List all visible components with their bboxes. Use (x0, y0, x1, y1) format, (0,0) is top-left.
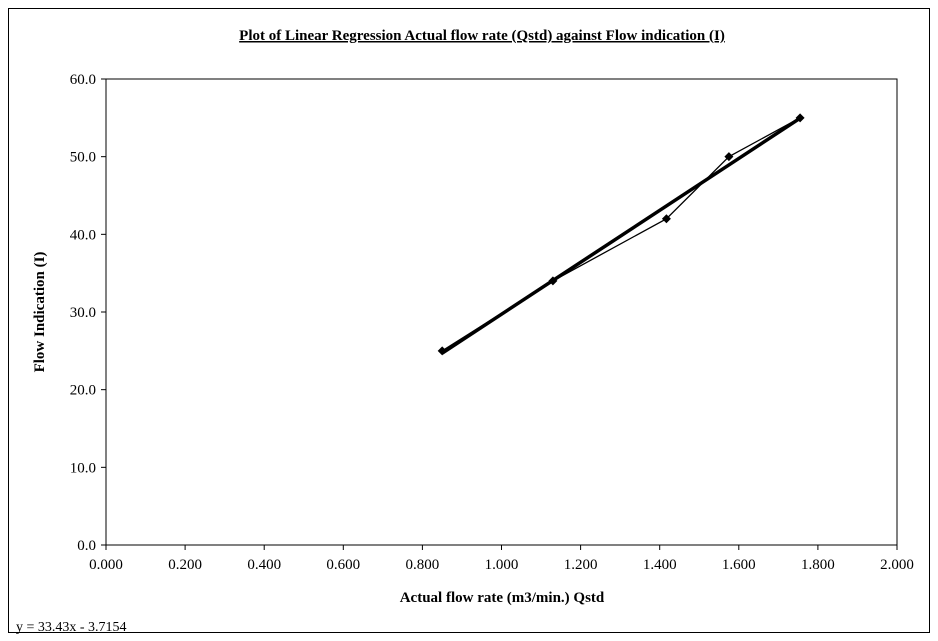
y-axis-ticks: 0.0 10.0 20.0 30.0 40.0 50.0 60.0 (70, 72, 106, 554)
y-tick-label: 30.0 (70, 305, 96, 321)
x-tick-label: 0.400 (247, 557, 281, 573)
y-tick-label: 20.0 (70, 383, 96, 399)
data-point-marker (661, 214, 671, 224)
regression-equation: y = 33.43x - 3.7154 (16, 620, 127, 635)
y-tick-label: 10.0 (70, 460, 96, 476)
x-tick-label: 2.000 (880, 557, 914, 573)
x-tick-label: 0.000 (89, 557, 123, 573)
y-axis-title: Flow Indication (I) (32, 252, 48, 373)
x-tick-label: 1.400 (643, 557, 677, 573)
data-point-marker (795, 113, 805, 123)
y-tick-label: 0.0 (77, 538, 96, 554)
x-tick-label: 1.800 (801, 557, 835, 573)
y-tick-label: 50.0 (70, 150, 96, 166)
data-point-marker (548, 276, 558, 286)
x-tick-label: 1.200 (564, 557, 598, 573)
x-axis-ticks: 0.000 0.200 0.400 0.600 0.800 1.000 1.200 1.400… (89, 545, 914, 573)
y-tick-label: 60.0 (70, 72, 96, 88)
y-tick-label: 40.0 (70, 227, 96, 243)
plot-area (105, 78, 898, 546)
marker-layer (437, 113, 805, 356)
data-point-marker (437, 346, 447, 356)
x-axis-title: Actual flow rate (m3/min.) Qstd (400, 590, 605, 606)
data-point-marker (724, 152, 734, 162)
chart-title: Plot of Linear Regression Actual flow ra… (239, 28, 725, 44)
chart-frame (8, 8, 930, 633)
x-tick-label: 0.800 (406, 557, 440, 573)
trendline-layer (441, 116, 802, 355)
x-tick-label: 1.600 (722, 557, 756, 573)
x-tick-label: 1.000 (485, 557, 519, 573)
trendline (441, 116, 802, 355)
x-tick-label: 0.200 (168, 557, 202, 573)
x-tick-label: 0.600 (326, 557, 360, 573)
